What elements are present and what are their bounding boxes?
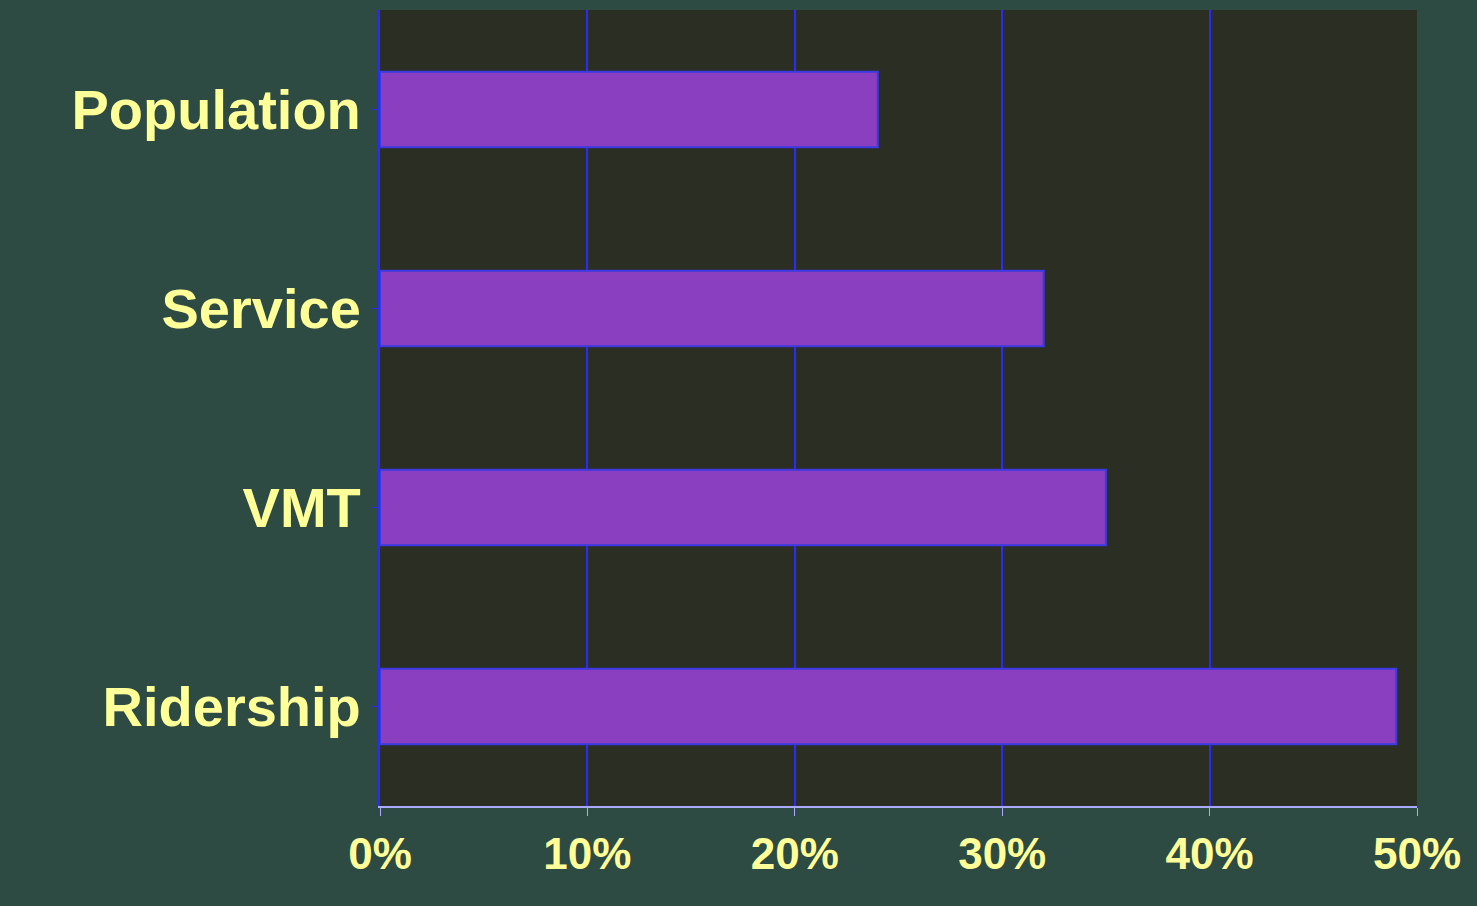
- svg-text:0%: 0%: [348, 829, 412, 878]
- svg-text:40%: 40%: [1166, 829, 1254, 878]
- svg-text:Ridership: Ridership: [103, 675, 361, 738]
- svg-text:30%: 30%: [958, 829, 1046, 878]
- svg-text:Population: Population: [72, 78, 361, 141]
- svg-text:VMT: VMT: [243, 476, 361, 539]
- svg-text:10%: 10%: [543, 829, 631, 878]
- svg-text:Service: Service: [162, 277, 361, 340]
- svg-text:50%: 50%: [1373, 829, 1461, 878]
- svg-text:20%: 20%: [751, 829, 839, 878]
